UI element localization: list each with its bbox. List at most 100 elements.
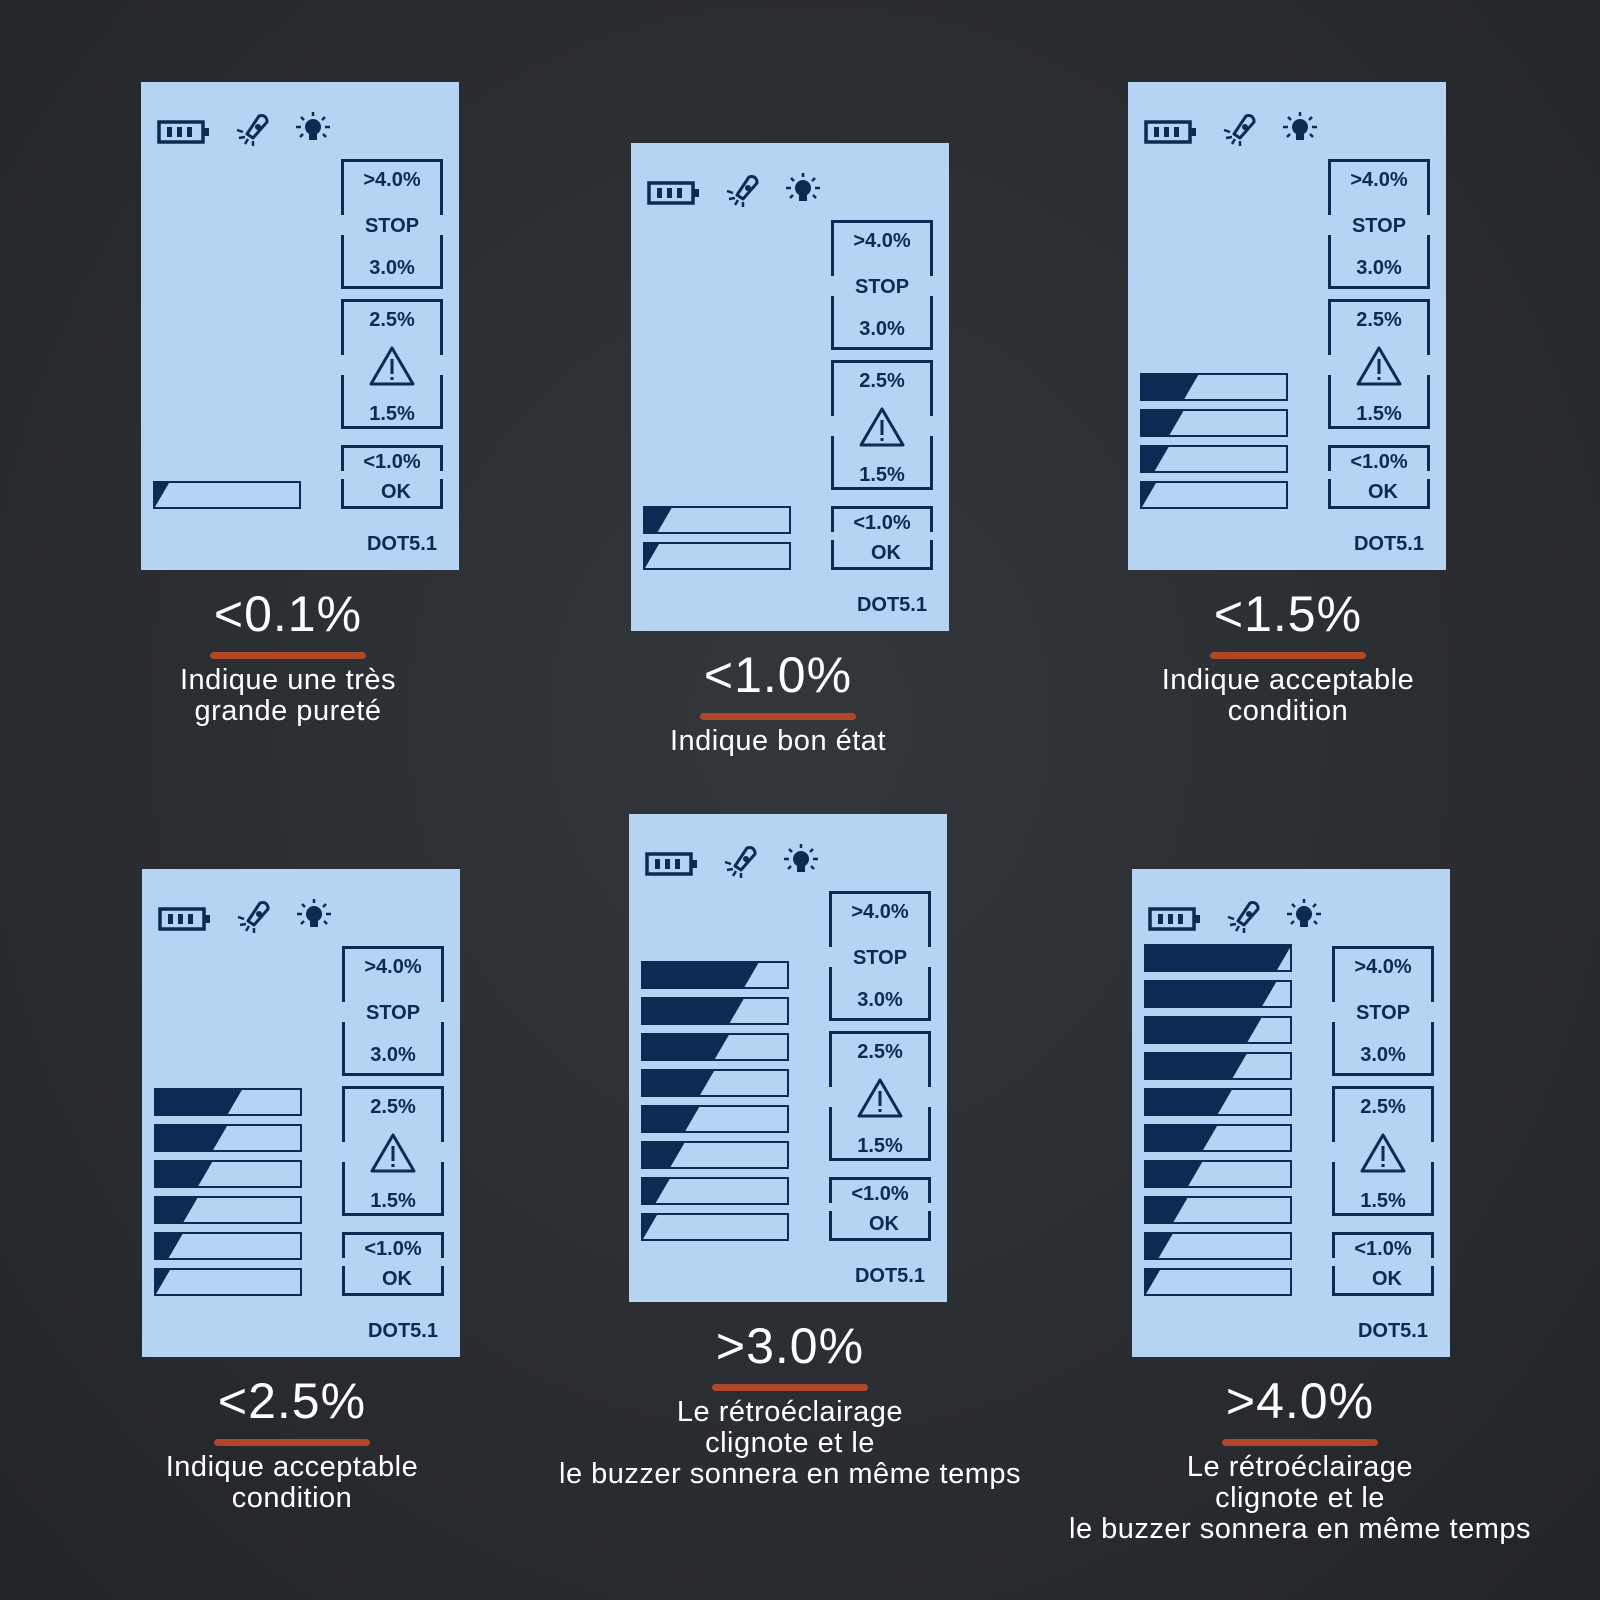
level-bar-fill bbox=[156, 1126, 227, 1150]
battery-icon bbox=[645, 852, 697, 876]
ok-indicator: <1.0% OK bbox=[828, 1177, 932, 1241]
level-bar-fill bbox=[1142, 375, 1198, 399]
threshold-value: <0.1% bbox=[213, 586, 363, 642]
frame-gap bbox=[1331, 1002, 1336, 1022]
caption-5: >3.0% Le rétroéclairage clignote et le le b… bbox=[510, 1318, 1070, 1490]
model-label: DOT5.1 bbox=[366, 533, 437, 555]
status-icons bbox=[647, 173, 837, 209]
ok-upper-label: <1.0% bbox=[363, 451, 421, 473]
warning-triangle-icon bbox=[369, 346, 415, 386]
level-bar bbox=[153, 481, 301, 509]
caption-description-line: Le rétroéclairage bbox=[1186, 1451, 1414, 1483]
stop-lower-label: 3.0% bbox=[1356, 257, 1402, 279]
backlight-bulb-icon bbox=[784, 844, 818, 872]
level-bar bbox=[1144, 1088, 1292, 1116]
buzzer-icon bbox=[236, 114, 269, 146]
stop-label: STOP bbox=[365, 1002, 421, 1024]
status-icons bbox=[157, 112, 347, 148]
warning-indicator: 2.5% 1.5% bbox=[340, 299, 444, 429]
frame-gap bbox=[1426, 355, 1431, 375]
level-bar-fill bbox=[1142, 447, 1169, 471]
caption-1: <0.1% Indique une très grande pureté bbox=[111, 586, 465, 727]
level-bar-fill bbox=[156, 1090, 242, 1114]
ok-label: OK bbox=[382, 1268, 412, 1290]
level-bar-fill bbox=[645, 544, 659, 568]
frame-gap bbox=[927, 1203, 932, 1211]
backlight-bulb-icon bbox=[1287, 899, 1321, 927]
frame-gap bbox=[929, 532, 934, 540]
level-bar-fill bbox=[1146, 1162, 1202, 1186]
ok-indicator: <1.0% OK bbox=[340, 445, 444, 509]
level-bar-fill bbox=[1146, 1054, 1247, 1078]
level-bar-fill bbox=[1146, 1090, 1232, 1114]
caption-description-line: Le rétroéclairage bbox=[676, 1396, 904, 1428]
accent-underline bbox=[712, 1384, 868, 1391]
frame-gap bbox=[830, 532, 835, 540]
lcd-display-2: >4.0% STOP 3.0% 2.5% 1.5% <1.0% OK DOT5.1 bbox=[631, 143, 949, 631]
caption-3: <1.5% Indique acceptable condition bbox=[1098, 586, 1478, 727]
frame-gap bbox=[439, 355, 444, 375]
buzzer-icon bbox=[724, 846, 757, 878]
stop-upper-label: >4.0% bbox=[1354, 956, 1412, 978]
level-bar bbox=[1144, 1196, 1292, 1224]
stop-indicator: >4.0% STOP 3.0% bbox=[1331, 946, 1435, 1076]
warning-lower-label: 1.5% bbox=[859, 464, 905, 486]
level-bar bbox=[643, 542, 791, 570]
frame-gap bbox=[1331, 1142, 1336, 1162]
caption-6: >4.0% Le rétroéclairage clignote et le le b… bbox=[1030, 1373, 1570, 1545]
accent-underline bbox=[210, 652, 366, 659]
level-bar bbox=[154, 1196, 302, 1224]
level-bar-fill bbox=[643, 1215, 657, 1239]
warning-lower-label: 1.5% bbox=[370, 1190, 416, 1212]
stop-label: STOP bbox=[854, 276, 910, 298]
frame-gap bbox=[340, 215, 345, 235]
level-bar bbox=[1144, 1016, 1292, 1044]
frame-gap bbox=[1327, 215, 1332, 235]
frame-gap bbox=[440, 1258, 445, 1266]
frame-gap bbox=[340, 355, 345, 375]
status-icons bbox=[1148, 899, 1338, 935]
ok-indicator: <1.0% OK bbox=[341, 1232, 445, 1296]
warning-upper-label: 2.5% bbox=[369, 309, 415, 331]
lcd-display-4: >4.0% STOP 3.0% 2.5% 1.5% <1.0% OK DOT5.1 bbox=[142, 869, 460, 1357]
battery-icon bbox=[1148, 907, 1200, 931]
frame-gap bbox=[440, 1142, 445, 1162]
ok-indicator: <1.0% OK bbox=[1331, 1232, 1435, 1296]
frame-gap bbox=[828, 1087, 833, 1107]
backlight-bulb-icon bbox=[786, 173, 820, 201]
backlight-bulb-icon bbox=[297, 899, 331, 927]
model-label: DOT5.1 bbox=[856, 594, 927, 616]
warning-triangle-icon bbox=[859, 407, 905, 447]
accent-underline bbox=[1210, 652, 1366, 659]
level-bar bbox=[641, 1033, 789, 1061]
caption-2: <1.0% Indique bon état bbox=[571, 647, 985, 757]
threshold-value: >3.0% bbox=[715, 1318, 865, 1374]
frame-gap bbox=[341, 1142, 346, 1162]
backlight-bulb-icon bbox=[296, 112, 330, 140]
level-bar-fill bbox=[643, 1035, 729, 1059]
frame-gap bbox=[1430, 1258, 1435, 1266]
stop-indicator: >4.0% STOP 3.0% bbox=[340, 159, 444, 289]
model-label: DOT5.1 bbox=[367, 1320, 438, 1342]
buzzer-icon bbox=[1223, 114, 1256, 146]
caption-description-line: condition bbox=[1227, 695, 1349, 727]
level-bar-fill bbox=[1146, 1234, 1173, 1258]
ok-upper-label: <1.0% bbox=[1354, 1238, 1412, 1260]
stop-indicator: >4.0% STOP 3.0% bbox=[341, 946, 445, 1076]
ok-label: OK bbox=[1368, 481, 1398, 503]
caption-description-line: Indique une très bbox=[180, 664, 396, 696]
caption-description-line: le buzzer sonnera en même temps bbox=[559, 1458, 1021, 1490]
level-bar bbox=[641, 1141, 789, 1169]
level-bar bbox=[641, 1105, 789, 1133]
frame-gap bbox=[927, 1087, 932, 1107]
accent-underline bbox=[1222, 1439, 1378, 1446]
frame-gap bbox=[828, 947, 833, 967]
frame-gap bbox=[439, 215, 444, 235]
frame-gap bbox=[828, 1203, 833, 1211]
ok-indicator: <1.0% OK bbox=[1327, 445, 1431, 509]
ok-upper-label: <1.0% bbox=[1350, 451, 1408, 473]
caption-description-line: Indique bon état bbox=[669, 725, 886, 757]
level-bar bbox=[1144, 980, 1292, 1008]
stop-upper-label: >4.0% bbox=[851, 901, 909, 923]
accent-underline bbox=[700, 713, 856, 720]
